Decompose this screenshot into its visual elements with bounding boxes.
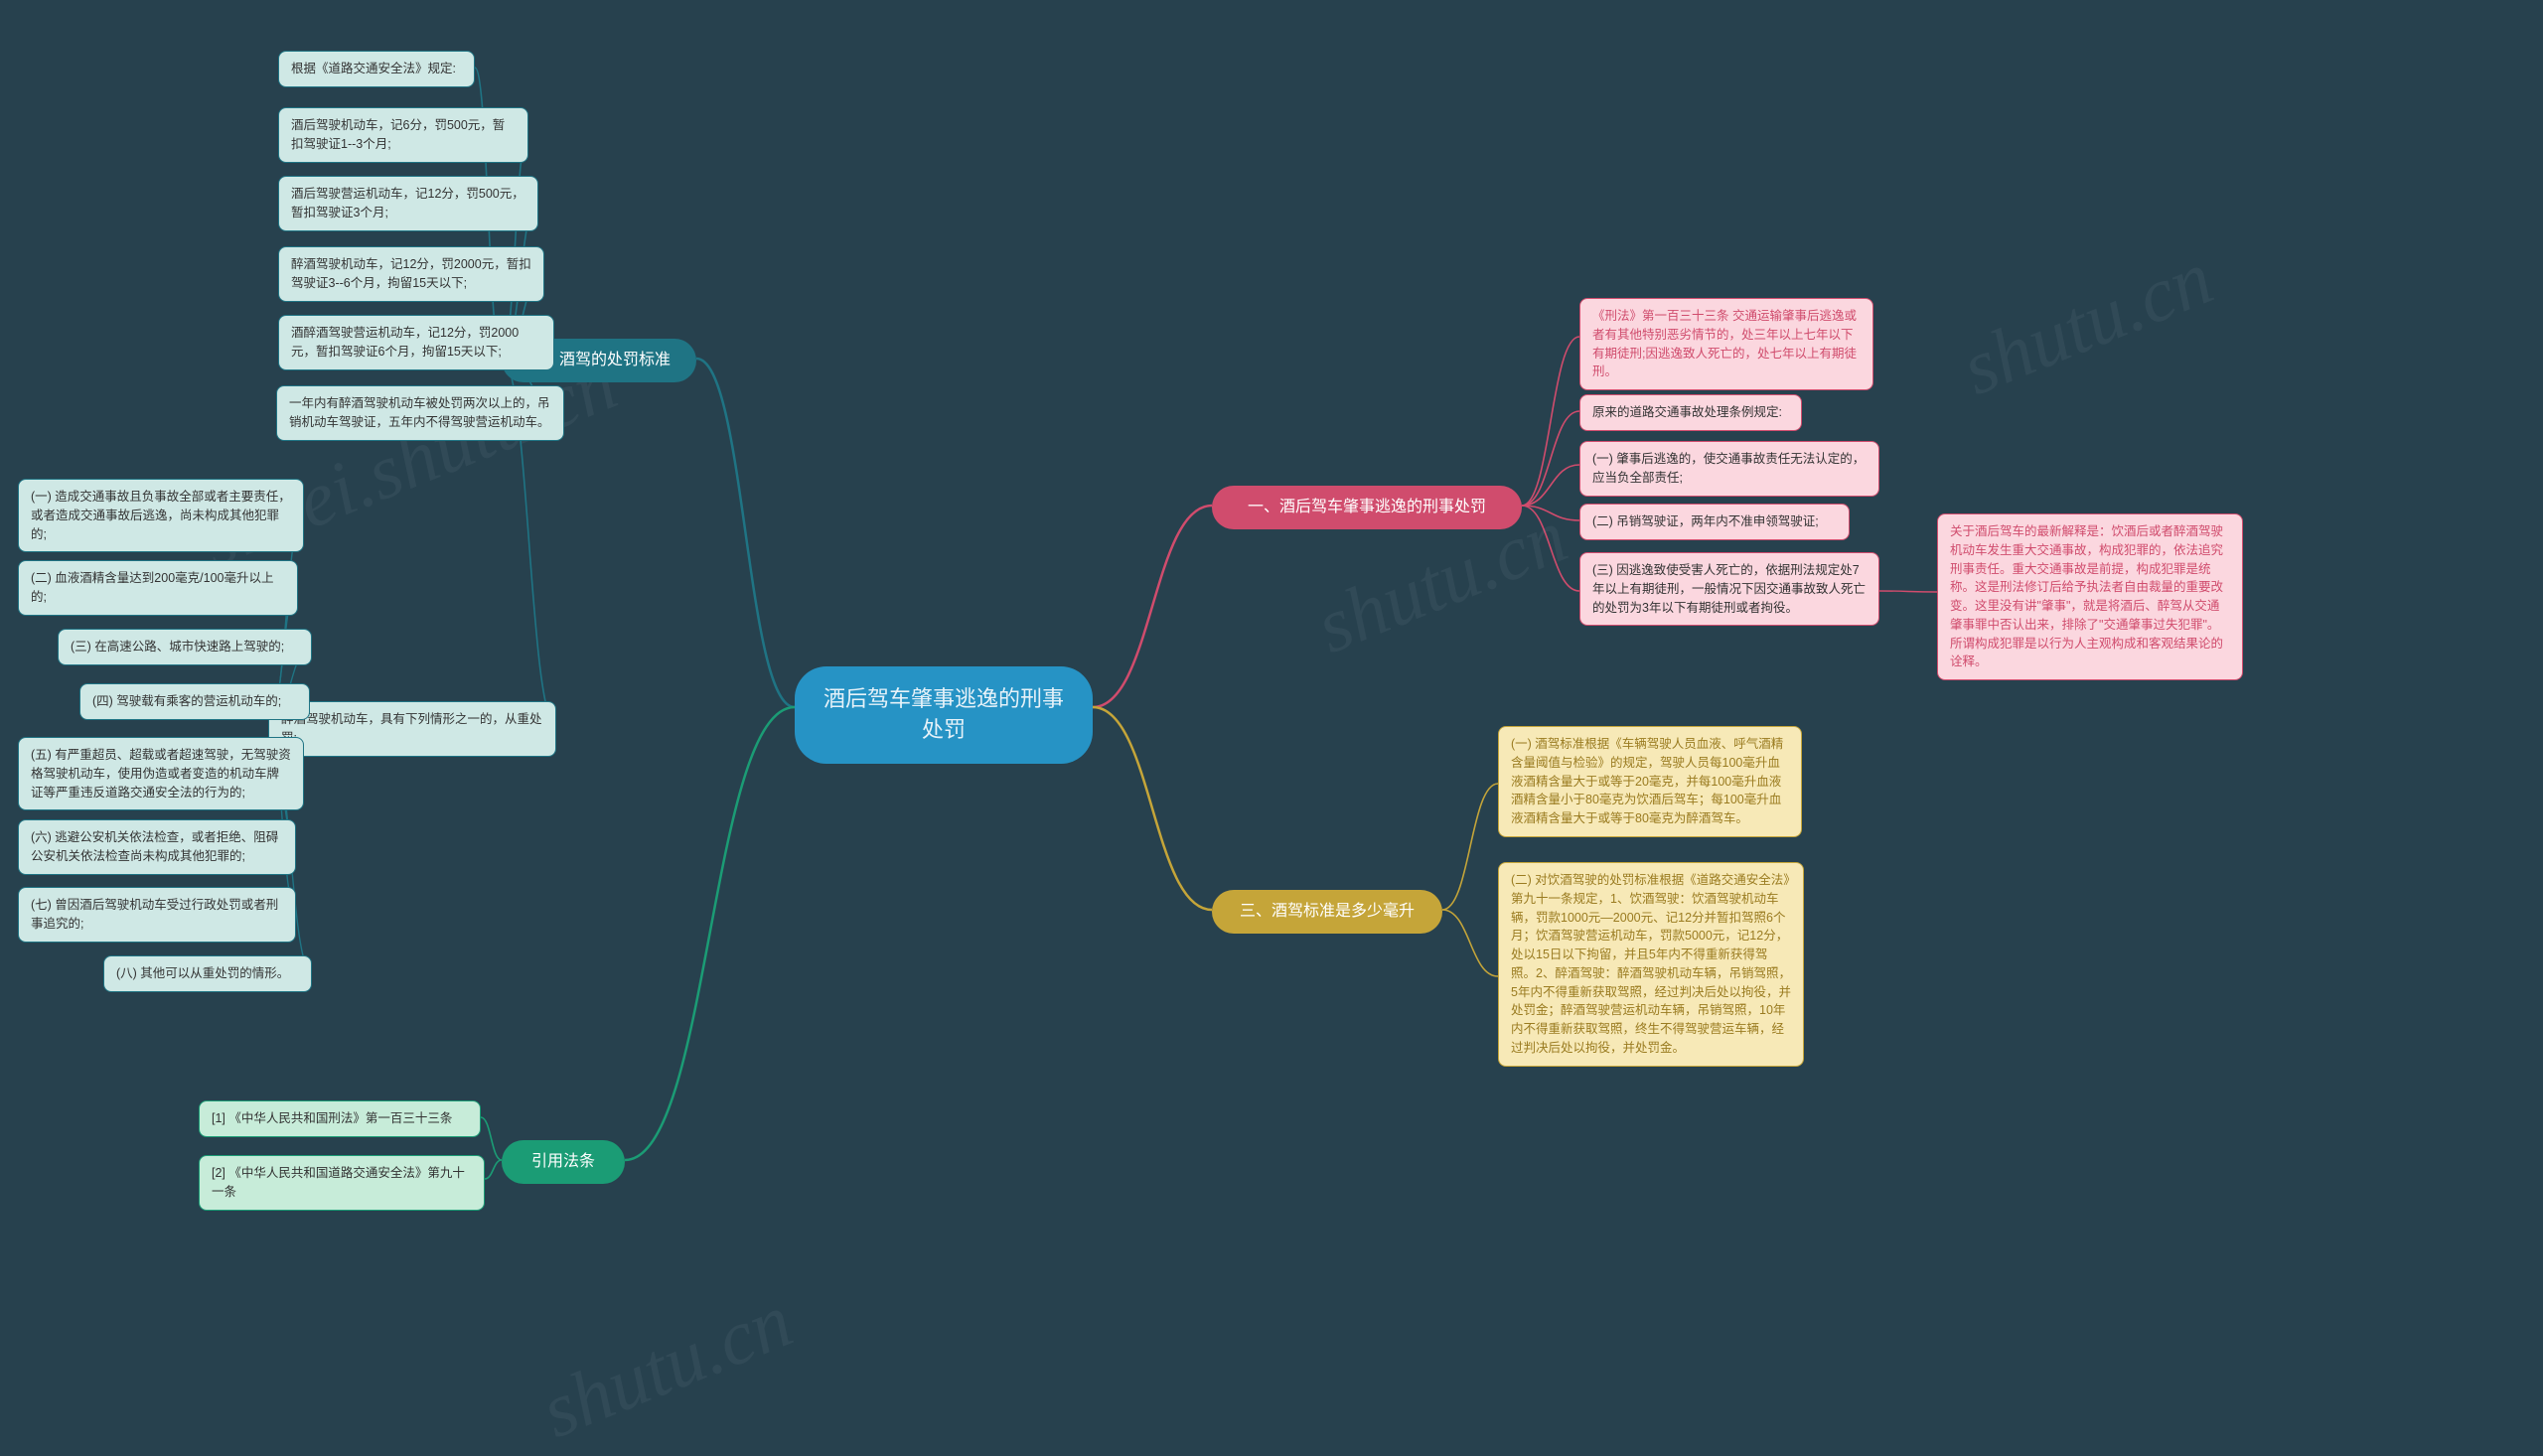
leaf-node: 一年内有醉酒驾驶机动车被处罚两次以上的，吊销机动车驾驶证，五年内不得驾驶营运机动… [276,385,564,441]
leaf-node: (一) 酒驾标准根据《车辆驾驶人员血液、呼气酒精含量阈值与检验》的规定，驾驶人员… [1498,726,1802,837]
leaf-node: 酒后驾驶营运机动车，记12分，罚500元，暂扣驾驶证3个月; [278,176,538,231]
leaf-node: (五) 有严重超员、超载或者超速驾驶，无驾驶资格驾驶机动车，使用伪造或者变造的机… [18,737,304,810]
leaf-node: 酒后驾驶机动车，记6分，罚500元，暂扣驾驶证1--3个月; [278,107,528,163]
leaf-node: 醉酒驾驶机动车，具有下列情形之一的，从重处罚: [268,701,556,757]
leaf-node: (六) 逃避公安机关依法检查，或者拒绝、阻碍公安机关依法检查尚未构成其他犯罪的; [18,819,296,875]
leaf-node: [1] 《中华人民共和国刑法》第一百三十三条 [199,1100,481,1137]
leaf-node: (二) 对饮酒驾驶的处罚标准根据《道路交通安全法》第九十一条规定，1、饮酒驾驶：… [1498,862,1804,1067]
leaf-node: [2] 《中华人民共和国道路交通安全法》第九十一条 [199,1155,485,1211]
leaf-node: (三) 在高速公路、城市快速路上驾驶的; [58,629,312,665]
leaf-node: 根据《道路交通安全法》规定: [278,51,475,87]
leaf-node: (三) 因逃逸致使受害人死亡的，依据刑法规定处7年以上有期徒刑，一般情况下因交通… [1579,552,1879,626]
leaf-node: (八) 其他可以从重处罚的情形。 [103,955,312,992]
leaf-node: 关于酒后驾车的最新解释是：饮酒后或者醉酒驾驶机动车发生重大交通事故，构成犯罪的，… [1937,513,2243,680]
leaf-node: (七) 曾因酒后驾驶机动车受过行政处罚或者刑事追究的; [18,887,296,943]
watermark: shutu.cn [1950,232,2225,413]
center-node: 酒后驾车肇事逃逸的刑事 处罚 [795,666,1093,764]
leaf-node: (一) 肇事后逃逸的，使交通事故责任无法认定的，应当负全部责任; [1579,441,1879,497]
leaf-node: (二) 血液酒精含量达到200毫克/100毫升以上的; [18,560,298,616]
leaf-node: 原来的道路交通事故处理条例规定: [1579,394,1802,431]
branch-node: 一、酒后驾车肇事逃逸的刑事处罚 [1212,486,1522,529]
leaf-node: (一) 造成交通事故且负事故全部或者主要责任，或者造成交通事故后逃逸，尚未构成其… [18,479,304,552]
leaf-node: 醉酒驾驶机动车，记12分，罚2000元，暂扣驾驶证3--6个月，拘留15天以下; [278,246,544,302]
leaf-node: 酒醉酒驾驶营运机动车，记12分，罚2000元，暂扣驾驶证6个月，拘留15天以下; [278,315,554,370]
branch-node: 引用法条 [502,1140,625,1184]
watermark: shutu.cn [529,1275,805,1456]
leaf-node: (二) 吊销驾驶证，两年内不准申领驾驶证; [1579,504,1850,540]
leaf-node: (四) 驾驶载有乘客的营运机动车的; [79,683,310,720]
leaf-node: 《刑法》第一百三十三条 交通运输肇事后逃逸或者有其他特别恶劣情节的，处三年以上七… [1579,298,1873,390]
branch-node: 三、酒驾标准是多少毫升 [1212,890,1442,934]
